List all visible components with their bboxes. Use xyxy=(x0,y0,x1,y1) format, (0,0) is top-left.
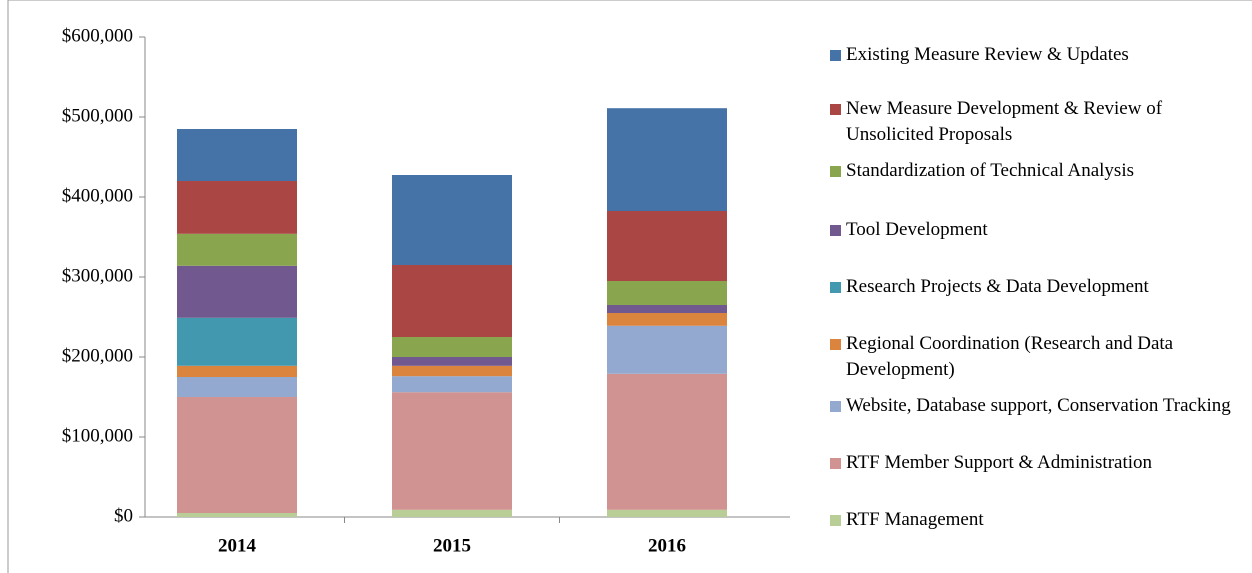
bar-segment xyxy=(177,397,297,513)
bar-segment xyxy=(607,281,727,305)
legend-swatch xyxy=(830,401,841,412)
bar-segment xyxy=(607,325,727,374)
bar-segment xyxy=(177,377,297,397)
y-tick-label: $0 xyxy=(114,505,133,526)
legend-item: Research Projects & Data Development xyxy=(830,274,1250,300)
y-tick-label: $300,000 xyxy=(62,265,133,286)
bar-segment xyxy=(607,373,727,510)
legend-swatch xyxy=(830,50,841,61)
legend-swatch xyxy=(830,282,841,293)
legend-label: Standardization of Technical Analysis xyxy=(846,160,1134,181)
frame xyxy=(7,0,1252,573)
bar-segment xyxy=(177,181,297,234)
bar-segment xyxy=(392,265,512,337)
legend-swatch xyxy=(830,104,841,115)
bar-segment xyxy=(177,129,297,181)
y-tick-label: $500,000 xyxy=(62,105,133,126)
bar-segment xyxy=(607,108,727,211)
bar-segment xyxy=(607,305,727,313)
legend-item: Regional Coordination (Research and Data… xyxy=(830,331,1250,383)
y-tick-label: $200,000 xyxy=(62,345,133,366)
legend-swatch xyxy=(830,225,841,236)
legend-label: RTF Management xyxy=(846,509,984,530)
legend-item: RTF Member Support & Administration xyxy=(830,450,1250,476)
legend-label: Website, Database support, Conservation … xyxy=(846,395,1231,416)
legend-item: Tool Development xyxy=(830,217,1250,243)
bar-segment xyxy=(392,365,512,377)
legend-label: Regional Coordination (Research and Data… xyxy=(846,333,1174,380)
legend-item: Website, Database support, Conservation … xyxy=(830,393,1250,419)
y-tick-label: $100,000 xyxy=(62,425,133,446)
x-tick-label: 2015 xyxy=(433,535,471,556)
bar-segment xyxy=(607,313,727,326)
legend-item: RTF Management xyxy=(830,507,1250,533)
legend-swatch xyxy=(830,166,841,177)
bar-segment xyxy=(177,513,297,517)
legend-swatch xyxy=(830,339,841,350)
bar-segment xyxy=(392,392,512,510)
bar-segment xyxy=(392,337,512,357)
legend-label: New Measure Development & Review of Unso… xyxy=(846,98,1163,145)
bar-segment xyxy=(177,365,297,377)
bar-segment xyxy=(177,317,297,366)
legend-item: Existing Measure Review & Updates xyxy=(830,42,1250,68)
legend-swatch xyxy=(830,515,841,526)
y-tick-label: $400,000 xyxy=(62,185,133,206)
y-tick-label: $600,000 xyxy=(62,25,133,46)
bar-segment xyxy=(392,509,512,517)
bar-segment xyxy=(177,233,297,266)
bar-segment xyxy=(607,211,727,281)
legend-item: Standardization of Technical Analysis xyxy=(830,158,1250,184)
legend-label: Research Projects & Data Development xyxy=(846,276,1149,297)
legend-label: RTF Member Support & Administration xyxy=(846,452,1153,473)
bar-segment xyxy=(392,376,512,393)
legend-label: Existing Measure Review & Updates xyxy=(846,44,1129,65)
bar-segment xyxy=(392,357,512,366)
bar-segment xyxy=(392,175,512,265)
legend-item: New Measure Development & Review of Unso… xyxy=(830,96,1250,148)
bar-segment xyxy=(177,265,297,318)
x-tick-label: 2016 xyxy=(648,535,686,556)
x-tick-label: 2014 xyxy=(218,535,257,556)
bar-segment xyxy=(607,509,727,517)
legend-label: Tool Development xyxy=(846,219,988,240)
legend-swatch xyxy=(830,458,841,469)
